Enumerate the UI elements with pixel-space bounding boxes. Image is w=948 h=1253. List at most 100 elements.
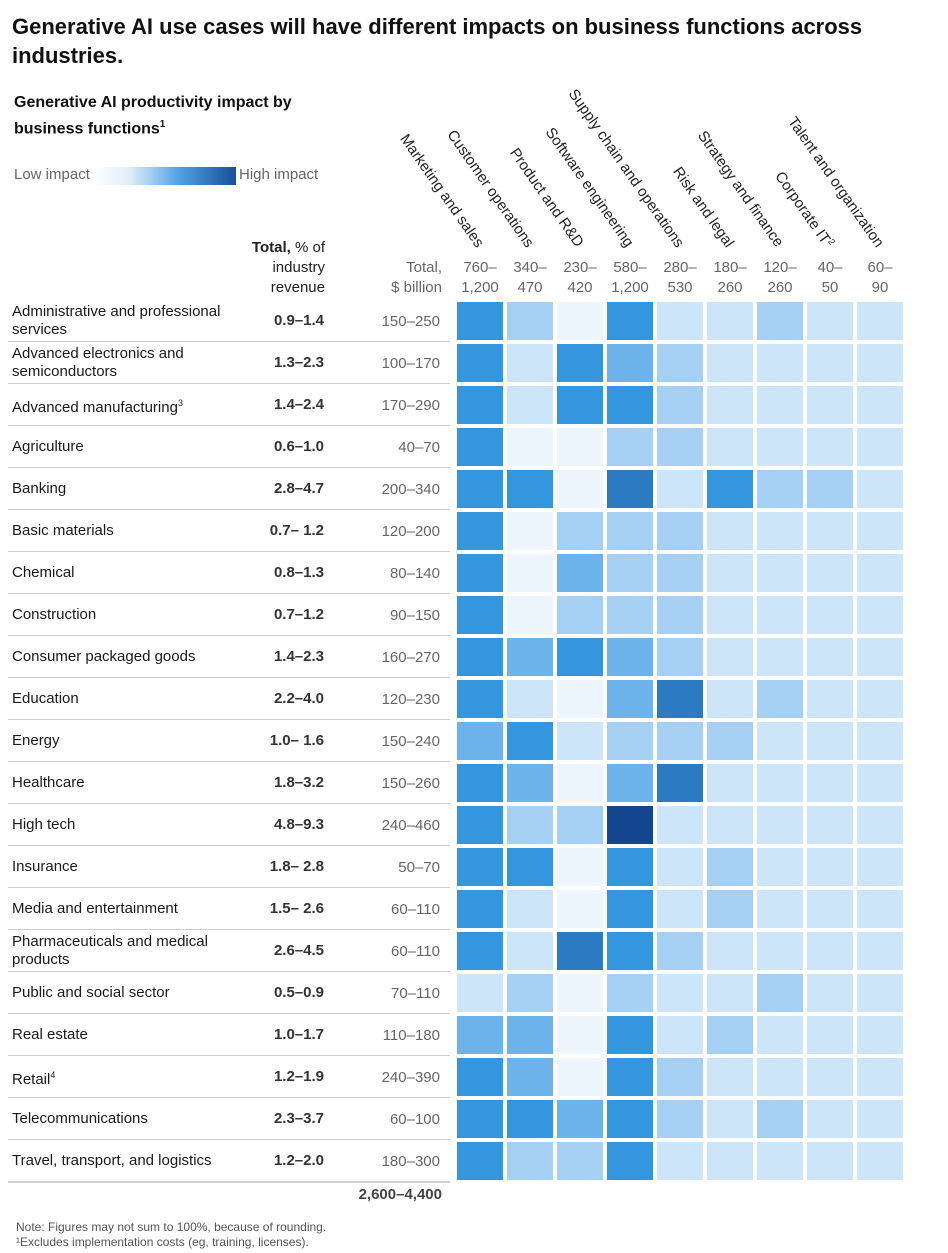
heatmap-cell: [657, 932, 703, 970]
heatmap-cell: [457, 344, 503, 382]
industry-name: High tech: [12, 816, 242, 834]
industry-name-text: Healthcare: [12, 774, 85, 791]
function-label: Marketing and sales: [396, 131, 487, 251]
industry-total-billion: 240–390: [381, 1069, 440, 1086]
total-percent-header-rest: % of industry revenue: [270, 239, 325, 296]
heatmap-cell: [657, 470, 703, 508]
row-divider: [8, 677, 450, 678]
industry-name-text: Chemical: [12, 564, 75, 581]
industry-total-billion: 60–110: [391, 943, 440, 960]
function-label-text: Marketing and sales: [396, 131, 488, 251]
function-label-text: Software engineering: [541, 124, 637, 251]
function-label: Talent and organization: [784, 114, 887, 251]
heatmap-cell: [807, 1016, 853, 1054]
heatmap-cell: [807, 428, 853, 466]
row-divider: [8, 1139, 450, 1140]
industry-total-percent: 1.8– 2.8: [269, 858, 324, 875]
heatmap-cell: [807, 596, 853, 634]
industry-name-text: Public and social sector: [12, 984, 170, 1001]
row-divider: [8, 635, 450, 636]
total-percent-header-bold: Total,: [251, 239, 291, 256]
industry-total-percent: 4.8–9.3: [273, 816, 324, 833]
heatmap-cell: [757, 428, 803, 466]
heatmap-cell: [607, 680, 653, 718]
heatmap-cell: [457, 428, 503, 466]
industry-total-billion: 150–260: [381, 775, 440, 792]
heatmap-cell: [707, 470, 753, 508]
heatmap-cell: [657, 386, 703, 424]
industry-name: Telecommunications: [12, 1110, 242, 1128]
heatmap-cell: [857, 428, 903, 466]
heatmap-cell: [757, 848, 803, 886]
heatmap-cell: [657, 512, 703, 550]
heatmap-cell: [457, 932, 503, 970]
function-label-text: Customer operations: [443, 126, 538, 251]
heatmap-cell: [457, 890, 503, 928]
heatmap-cell: [557, 680, 603, 718]
industry-total-billion: 100–170: [381, 355, 440, 372]
heatmap-cell: [507, 1100, 553, 1138]
heatmap-cell: [507, 638, 553, 676]
row-divider: [8, 509, 450, 510]
function-range: 280– 530: [657, 258, 703, 298]
heatmap-cell: [707, 974, 753, 1012]
heatmap-cell: [607, 470, 653, 508]
industry-name: Consumer packaged goods: [12, 648, 242, 666]
heatmap-cell: [507, 512, 553, 550]
heatmap-cell: [457, 974, 503, 1012]
heatmap-cell: [757, 386, 803, 424]
industry-name: Healthcare: [12, 774, 242, 792]
heatmap-cell: [457, 848, 503, 886]
heatmap-cell: [857, 596, 903, 634]
function-range-bottom: 50: [821, 279, 839, 296]
industry-total-percent: 0.5–0.9: [273, 984, 324, 1001]
industry-total-percent: 1.0– 1.6: [269, 732, 324, 749]
heatmap-cell: [707, 302, 753, 340]
industry-total-billion: 70–110: [391, 985, 440, 1002]
heatmap-cell: [457, 806, 503, 844]
function-range-bottom: 470: [517, 279, 543, 296]
heatmap-cell: [557, 1016, 603, 1054]
heatmap-cell: [457, 470, 503, 508]
heatmap-cell: [707, 596, 753, 634]
function-label: Customer operations: [443, 127, 537, 251]
industry-total-billion: 60–110: [391, 901, 440, 918]
industry-name: Pharmaceuticals and medical products: [12, 933, 242, 969]
heatmap-cell: [807, 554, 853, 592]
heatmap-cell: [607, 806, 653, 844]
heatmap-cell: [807, 344, 853, 382]
subtitle-text: Generative AI productivity impact by bus…: [14, 94, 292, 138]
heatmap-cell: [507, 764, 553, 802]
industry-name-text: Education: [12, 690, 79, 707]
heatmap-cell: [657, 554, 703, 592]
heatmap-cell: [807, 470, 853, 508]
heatmap-cell: [607, 848, 653, 886]
function-label-text: Talent and organization: [784, 113, 888, 251]
industry-name: Advanced manufacturing3: [12, 394, 242, 417]
heatmap-cell: [757, 890, 803, 928]
note-rounding: Note: Figures may not sum to 100%, becau…: [16, 1220, 327, 1234]
heatmap-cell: [707, 1100, 753, 1138]
heatmap-cell: [507, 848, 553, 886]
heatmap-cell: [857, 1016, 903, 1054]
industry-total-billion: 200–340: [381, 481, 440, 498]
industry-total-billion: 240–460: [381, 817, 440, 834]
heatmap-cell: [457, 722, 503, 760]
heatmap-cell: [757, 722, 803, 760]
note-costs: ¹Excludes implementation costs (eg, trai…: [16, 1235, 309, 1249]
heatmap-cell: [607, 1016, 653, 1054]
heatmap-cell: [807, 1100, 853, 1138]
heatmap-cell: [857, 554, 903, 592]
legend-low-label: Low impact: [14, 166, 90, 183]
industry-name: Basic materials: [12, 522, 242, 540]
industry-total-percent: 0.7– 1.2: [269, 522, 324, 539]
industry-total-percent: 1.5– 2.6: [269, 900, 324, 917]
heatmap-cell: [757, 302, 803, 340]
heatmap-cell: [707, 848, 753, 886]
function-range-bottom: 90: [871, 279, 889, 296]
heatmap-cell: [657, 722, 703, 760]
function-range-top: 340–: [513, 259, 547, 276]
heatmap-cell: [707, 764, 753, 802]
row-divider: [8, 593, 450, 594]
industry-total-percent: 2.8–4.7: [273, 480, 324, 497]
